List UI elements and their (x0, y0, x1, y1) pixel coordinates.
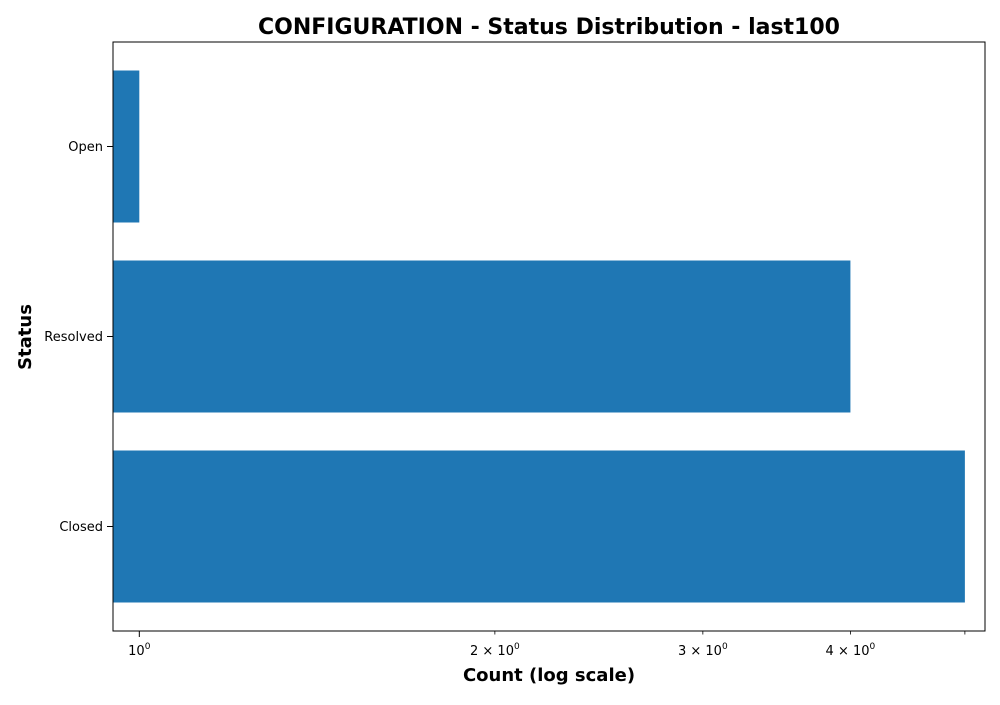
y-axis-label: Status (15, 304, 36, 370)
y-tick-label: Closed (59, 520, 103, 535)
bar-resolved (113, 260, 851, 413)
axes-frame (112, 41, 986, 632)
y-tick-label: Resolved (44, 330, 103, 345)
bar-open (113, 70, 140, 223)
x-tick-label: 4 × 100 (826, 642, 876, 659)
y-tick-label: Open (68, 140, 103, 155)
plot-area: Closed Resolved Open 100 2 × 100 3 × 100 4 × 1… (44, 41, 986, 659)
x-axis-label: Count (log scale) (463, 665, 635, 686)
bar-closed (113, 450, 965, 603)
x-tick-label: 2 × 100 (470, 642, 520, 659)
x-tick-label: 3 × 100 (678, 642, 728, 659)
chart-title: CONFIGURATION - Status Distribution - la… (258, 15, 840, 40)
x-tick-label: 100 (128, 642, 151, 659)
